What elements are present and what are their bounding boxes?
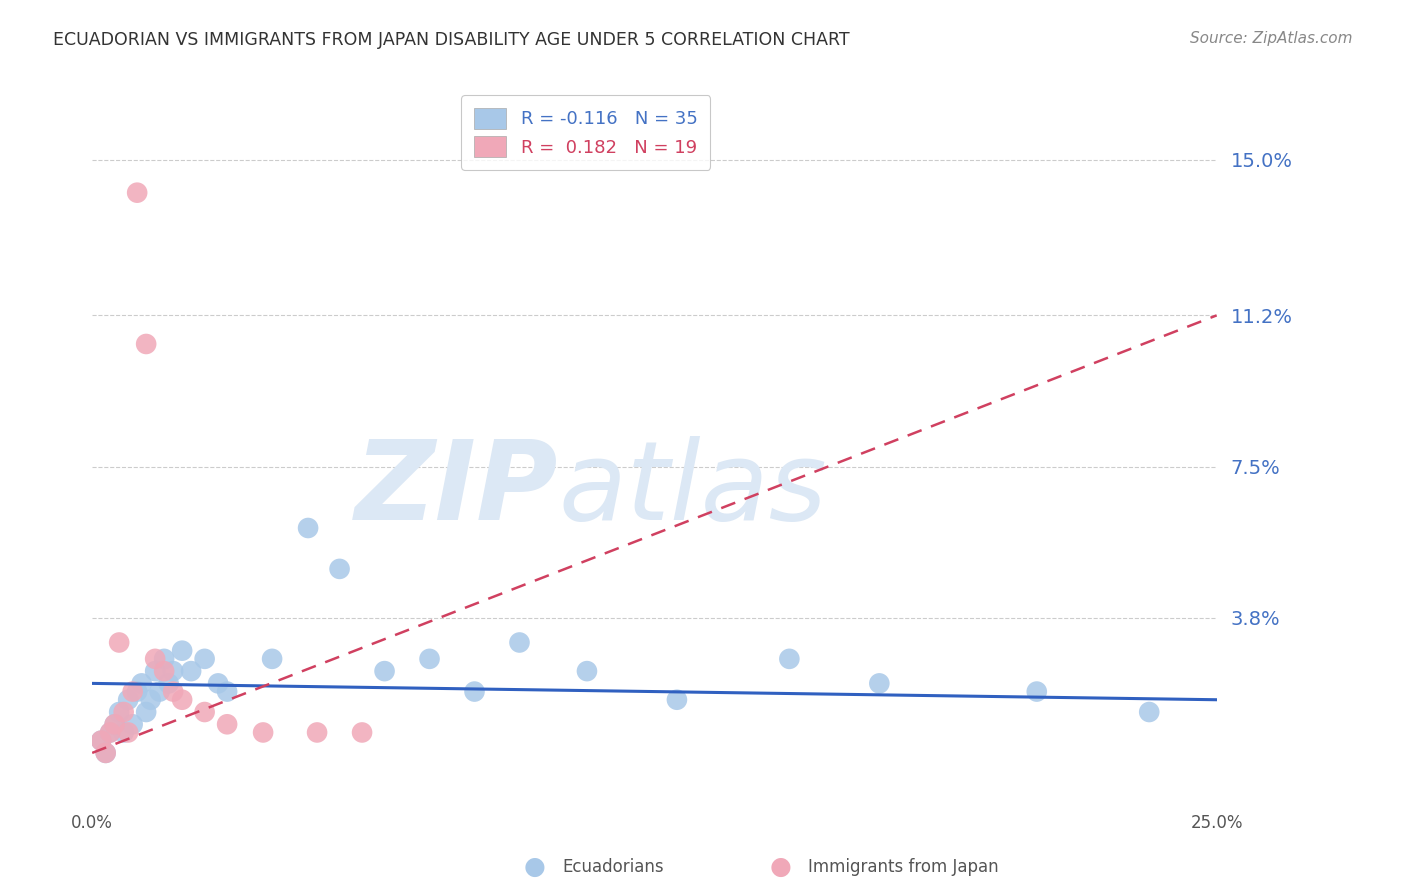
Point	[157, 676, 180, 690]
Text: Ecuadorians: Ecuadorians	[562, 858, 664, 876]
Text: ●: ●	[769, 855, 792, 879]
Text: ●: ●	[523, 855, 546, 879]
Point	[262, 652, 284, 666]
Point	[139, 692, 162, 706]
Point	[153, 652, 176, 666]
Point	[162, 664, 184, 678]
Legend: R = -0.116   N = 35, R =  0.182   N = 19: R = -0.116 N = 35, R = 0.182 N = 19	[461, 95, 710, 169]
Point	[117, 692, 139, 706]
Point	[112, 725, 135, 739]
Point	[352, 725, 374, 739]
Point	[207, 676, 229, 690]
Point	[108, 705, 131, 719]
Point	[90, 733, 112, 747]
Point	[94, 746, 117, 760]
Point	[153, 664, 176, 678]
Point	[135, 337, 157, 351]
Text: ECUADORIAN VS IMMIGRANTS FROM JAPAN DISABILITY AGE UNDER 5 CORRELATION CHART: ECUADORIAN VS IMMIGRANTS FROM JAPAN DISA…	[53, 31, 851, 49]
Point	[90, 733, 112, 747]
Point	[374, 664, 396, 678]
Point	[297, 521, 319, 535]
Point	[463, 684, 485, 698]
Point	[121, 717, 143, 731]
Point	[104, 717, 127, 731]
Point	[418, 652, 440, 666]
Point	[131, 676, 153, 690]
Text: ZIP: ZIP	[356, 436, 558, 543]
Point	[98, 725, 121, 739]
Point	[112, 705, 135, 719]
Point	[778, 652, 800, 666]
Text: Source: ZipAtlas.com: Source: ZipAtlas.com	[1189, 31, 1353, 46]
Point	[104, 717, 127, 731]
Point	[127, 186, 149, 200]
Point	[1137, 705, 1160, 719]
Point	[94, 746, 117, 760]
Point	[329, 562, 352, 576]
Point	[307, 725, 329, 739]
Point	[868, 676, 890, 690]
Point	[98, 725, 121, 739]
Point	[127, 684, 149, 698]
Point	[180, 664, 202, 678]
Point	[508, 635, 530, 649]
Point	[172, 643, 194, 657]
Point	[149, 684, 172, 698]
Point	[172, 692, 194, 706]
Point	[143, 652, 166, 666]
Point	[143, 664, 166, 678]
Point	[665, 692, 688, 706]
Text: Immigrants from Japan: Immigrants from Japan	[808, 858, 1000, 876]
Point	[194, 652, 217, 666]
Point	[575, 664, 598, 678]
Point	[1025, 684, 1047, 698]
Point	[252, 725, 274, 739]
Point	[117, 725, 139, 739]
Point	[217, 717, 239, 731]
Point	[162, 684, 184, 698]
Point	[217, 684, 239, 698]
Point	[194, 705, 217, 719]
Point	[135, 705, 157, 719]
Point	[108, 635, 131, 649]
Text: atlas: atlas	[558, 436, 828, 543]
Point	[121, 684, 143, 698]
